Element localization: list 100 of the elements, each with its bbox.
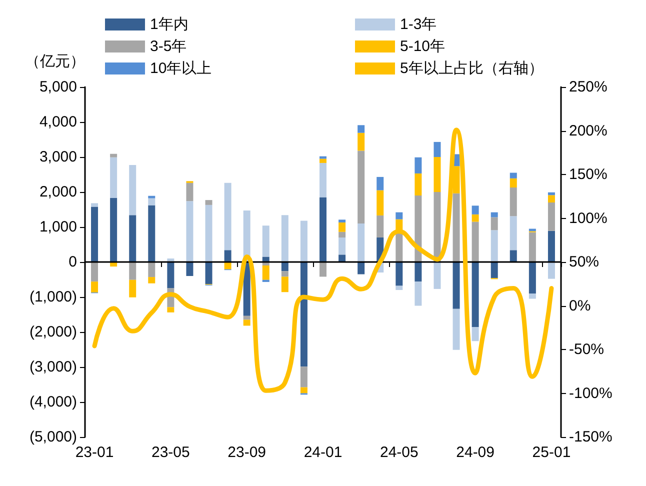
bar [186, 201, 194, 262]
x-tick-label: 24-09 [456, 444, 495, 461]
bar [110, 154, 118, 158]
y-tick-label: 2,000 [39, 184, 77, 200]
bar [224, 250, 232, 262]
bar [452, 308, 460, 350]
y-tick-label: (5,000) [29, 428, 77, 446]
bar [338, 232, 346, 238]
bar [300, 262, 308, 367]
y2-tick-label: 200% [569, 122, 608, 140]
bar [281, 271, 288, 277]
bar [205, 262, 212, 284]
bar [224, 182, 232, 250]
bar [129, 280, 136, 298]
bar [320, 156, 326, 159]
bar [110, 157, 118, 198]
bar [281, 215, 288, 262]
bar [205, 200, 212, 205]
bar [338, 238, 346, 255]
bar [490, 212, 498, 218]
bar [338, 254, 346, 262]
bar [376, 215, 384, 238]
y-tick-label: (4,000) [29, 394, 77, 410]
y-tick-label: 5,000 [39, 78, 77, 96]
bar [548, 195, 555, 202]
y2-tick-label: 0% [569, 297, 591, 314]
bar [262, 266, 270, 280]
bar [510, 216, 517, 250]
x-tick-label: 23-09 [228, 444, 266, 461]
bar [490, 217, 498, 230]
bar [91, 206, 98, 262]
bar [167, 307, 174, 312]
bar [129, 262, 136, 280]
legend-label: 10年以上 [150, 60, 212, 77]
bar [490, 230, 498, 262]
bar [91, 262, 98, 282]
bar [528, 294, 536, 299]
bar [490, 262, 498, 278]
x-tick-label: 24-05 [380, 444, 418, 461]
legend-label: 1-3年 [400, 16, 437, 33]
bar [129, 215, 136, 262]
bar [205, 204, 212, 262]
bar [358, 224, 365, 262]
y-tick-label: 4,000 [39, 114, 77, 130]
bar [167, 262, 174, 288]
bar [281, 276, 288, 292]
bar [434, 192, 441, 262]
bar [300, 387, 308, 394]
bar [358, 125, 365, 133]
bar [548, 192, 555, 196]
y2-tick-label: 250% [569, 78, 608, 96]
bar [396, 262, 403, 286]
bar [338, 222, 346, 232]
legend-label: 5年以上占比（右轴） [400, 60, 544, 77]
bar [358, 150, 365, 224]
bar [300, 220, 308, 262]
bar [262, 226, 270, 257]
legend-label: 1年内 [150, 16, 188, 33]
y-tick-label: 1,000 [39, 218, 77, 236]
bar [186, 182, 194, 202]
bar [91, 282, 98, 292]
bar [148, 277, 156, 284]
bar [148, 198, 156, 206]
bar [320, 162, 326, 198]
bar [548, 262, 555, 279]
bar [110, 198, 118, 262]
bar [300, 366, 308, 388]
y-tick-label: 0 [68, 254, 77, 270]
bar [452, 193, 460, 262]
bar [472, 262, 479, 328]
bar [510, 172, 517, 178]
y-tick-label: (1,000) [29, 288, 77, 306]
bar [376, 190, 384, 216]
bar [472, 327, 479, 342]
bar [186, 262, 194, 276]
bar [148, 205, 156, 262]
y2-tick-label: -100% [569, 384, 612, 402]
y-axis-title: （亿元） [25, 53, 85, 70]
bar [452, 262, 460, 309]
bar [528, 262, 536, 294]
bar [243, 316, 250, 320]
y2-tick-label: 100% [569, 210, 608, 227]
y-tick-label: (2,000) [29, 324, 77, 340]
x-tick-label: 23-05 [151, 444, 190, 461]
bar [434, 157, 441, 192]
bar [358, 132, 365, 151]
bar [129, 165, 136, 216]
bar [320, 262, 326, 277]
legend-label: 3-5年 [150, 38, 187, 55]
bar [414, 196, 422, 262]
bar [452, 166, 460, 194]
bar [148, 262, 156, 278]
bar [472, 206, 479, 214]
bar [510, 187, 517, 216]
y2-tick-label: -50% [569, 341, 604, 358]
line-series [92, 128, 554, 393]
bar [510, 178, 517, 188]
x-tick-label: 24-01 [304, 444, 342, 461]
bar [472, 222, 479, 262]
bar [91, 203, 98, 207]
